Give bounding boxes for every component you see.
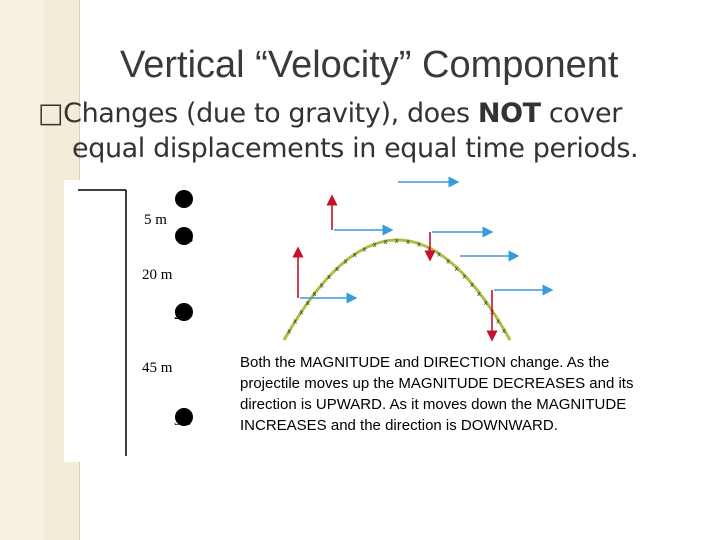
trajectory-mark: x <box>299 308 303 316</box>
ball-start <box>175 190 193 208</box>
trajectory-mark: x <box>344 258 348 266</box>
trajectory-mark: x <box>462 273 466 281</box>
trajectory-mark: x <box>362 245 366 253</box>
trajectory-mark: x <box>502 327 506 335</box>
trajectory-mark: x <box>417 241 421 249</box>
explanation-caption: Both the MAGNITUDE and DIRECTION change.… <box>240 354 634 434</box>
trajectory-curve <box>282 238 512 341</box>
trajectory-mark: x <box>496 318 500 326</box>
distance-label-45m: 45 m <box>142 360 173 376</box>
trajectory-mark: x <box>406 238 410 246</box>
trajectory-mark: x <box>477 290 481 298</box>
trajectory-mark: x <box>312 290 316 298</box>
ball-1s <box>175 227 193 245</box>
falling-ball-svg: 5 m 20 m 45 m 1 s 2 s 3 s <box>78 189 193 456</box>
trajectory-mark: x <box>287 327 291 335</box>
trajectory-mark: x <box>353 251 357 259</box>
trajectory-mark: x <box>395 237 399 245</box>
trajectory-mark: x <box>320 281 324 289</box>
time-label-2s: 2 s <box>174 307 191 323</box>
distance-label-5m: 5 m <box>144 212 167 228</box>
trajectory-mark: x <box>306 299 310 307</box>
trajectory-mark: x <box>437 251 441 259</box>
trajectory-mark: x <box>373 241 377 249</box>
slide-title: Vertical “Velocity” Component <box>120 44 619 86</box>
bullet-line2: equal displacements in equal time period… <box>72 133 639 164</box>
trajectory-mark: x <box>327 273 331 281</box>
left-stripe-inner <box>0 0 44 540</box>
bullet-part1: Changes (due to gravity), does <box>63 98 478 129</box>
projectile-svg: xxxxxxxxxxxxxxxxxxxxxxxxxxx <box>282 176 554 342</box>
projectile-figure: xxxxxxxxxxxxxxxxxxxxxxxxxxx <box>248 170 568 348</box>
trajectory-mark: x <box>427 245 431 253</box>
trajectory-mark: x <box>335 265 339 273</box>
trajectory-mark: x <box>454 265 458 273</box>
trajectory-mark: x <box>383 238 387 246</box>
time-label-1s: 1 s <box>176 230 193 246</box>
ball-3s <box>175 408 193 426</box>
time-label-3s: 3 s <box>174 413 191 429</box>
bullet-box-icon: □ <box>38 98 64 129</box>
bullet-part2: cover <box>540 98 622 129</box>
trajectory-mark: x <box>293 318 297 326</box>
trajectory-mark: x <box>470 281 474 289</box>
bullet-bold: NOT <box>477 98 541 129</box>
trajectory-marks: xxxxxxxxxxxxxxxxxxxxxxxxxxx <box>287 237 506 335</box>
bullet-text: □Changes (due to gravity), does NOT cove… <box>38 96 714 166</box>
trajectory-mark: x <box>484 299 488 307</box>
falling-ball-figure: 5 m 20 m 45 m 1 s 2 s 3 s <box>64 180 210 462</box>
ball-2s <box>175 303 193 321</box>
distance-label-20m: 20 m <box>142 267 173 283</box>
trajectory-mark: x <box>446 257 450 265</box>
